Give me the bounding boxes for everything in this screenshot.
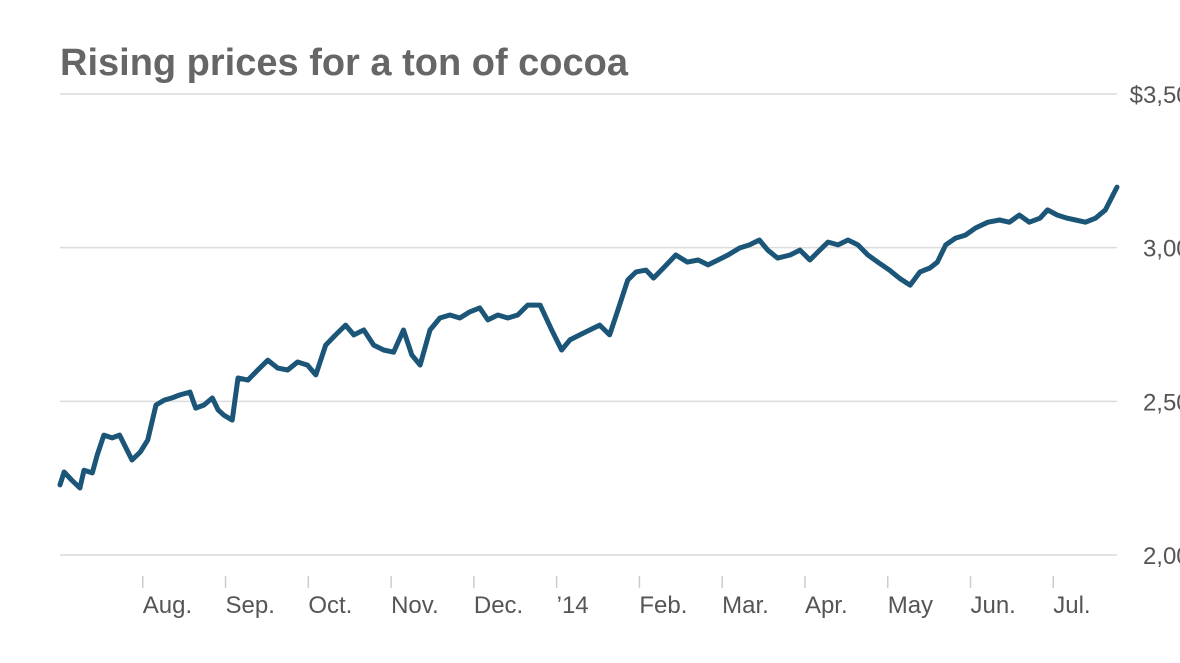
x-tick-label: Jun. [970,592,1015,619]
y-tick-label: $3,500 [1130,82,1180,109]
y-tick-label: 2,000 [1143,543,1180,570]
x-tick-label: Jul. [1053,592,1090,619]
x-tick-label: Dec. [474,592,523,619]
x-tick-label: May [888,592,933,619]
x-tick-label: Aug. [143,592,192,619]
price-line [57,184,1120,491]
x-tick-label: Apr. [805,592,848,619]
x-tick-label: Oct. [308,592,352,619]
y-tick-label: 3,000 [1143,236,1180,263]
y-tick-label: 2,500 [1143,389,1180,416]
x-tick-label: Mar. [722,592,769,619]
x-tick-label: ’14 [557,592,589,619]
x-tick-label: Sep. [226,592,275,619]
chart-title: Rising prices for a ton of cocoa [60,42,629,84]
x-tick-label: Feb. [639,592,687,619]
x-tick-label: Nov. [391,592,439,619]
